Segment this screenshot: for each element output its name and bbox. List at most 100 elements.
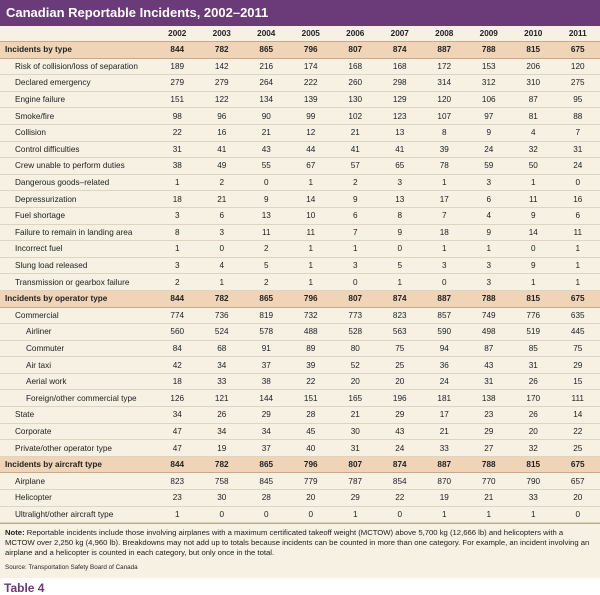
cell-value: 790 [511, 473, 556, 490]
cell-value: 47 [155, 423, 200, 440]
cell-value: 675 [556, 456, 600, 473]
cell-value: 3 [467, 274, 512, 291]
cell-value: 216 [244, 58, 289, 75]
cell-value: 168 [333, 58, 378, 75]
header-row: 2002 2003 2004 2005 2006 2007 2008 2009 … [0, 26, 600, 42]
cell-value: 11 [511, 191, 556, 208]
cell-value: 13 [378, 191, 423, 208]
cell-value: 174 [289, 58, 334, 75]
cell-value: 37 [244, 440, 289, 457]
cell-value: 2 [200, 174, 245, 191]
cell-value: 41 [200, 141, 245, 158]
cell-value: 874 [378, 42, 423, 59]
cell-value: 3 [378, 174, 423, 191]
cell-value: 844 [155, 42, 200, 59]
cell-value: 65 [378, 158, 423, 175]
cell-value: 0 [200, 506, 245, 523]
cell-value: 445 [556, 324, 600, 341]
cell-value: 488 [289, 324, 334, 341]
cell-value: 172 [422, 58, 467, 75]
cell-value: 312 [467, 75, 512, 92]
row-label: Private/other operator type [0, 440, 155, 457]
cell-value: 819 [244, 307, 289, 324]
cell-value: 14 [289, 191, 334, 208]
cell-value: 26 [511, 373, 556, 390]
cell-value: 0 [289, 506, 334, 523]
row-label: Commuter [0, 340, 155, 357]
cell-value: 1 [155, 241, 200, 258]
note-text: Reportable incidents include those invol… [5, 528, 589, 557]
cell-value: 3 [155, 257, 200, 274]
row-label: Air taxi [0, 357, 155, 374]
cell-value: 36 [422, 357, 467, 374]
cell-value: 47 [155, 440, 200, 457]
cell-value: 78 [422, 158, 467, 175]
cell-value: 1 [511, 174, 556, 191]
cell-value: 94 [422, 340, 467, 357]
cell-value: 3 [333, 257, 378, 274]
row-label: Incidents by type [0, 42, 155, 59]
cell-value: 6 [556, 207, 600, 224]
cell-value: 1 [378, 274, 423, 291]
cell-value: 563 [378, 324, 423, 341]
row-label: Fuel shortage [0, 207, 155, 224]
cell-value: 40 [289, 440, 334, 457]
cell-value: 19 [200, 440, 245, 457]
cell-value: 9 [511, 207, 556, 224]
cell-value: 782 [200, 456, 245, 473]
cell-value: 67 [289, 158, 334, 175]
cell-value: 28 [289, 407, 334, 424]
cell-value: 49 [200, 158, 245, 175]
cell-value: 129 [378, 91, 423, 108]
cell-value: 519 [511, 324, 556, 341]
cell-value: 34 [200, 357, 245, 374]
cell-value: 20 [333, 373, 378, 390]
cell-value: 1 [556, 257, 600, 274]
row-label: Collision [0, 124, 155, 141]
cell-value: 17 [422, 191, 467, 208]
cell-value: 0 [244, 506, 289, 523]
cell-value: 153 [467, 58, 512, 75]
cell-value: 773 [333, 307, 378, 324]
year-header: 2009 [467, 26, 512, 42]
cell-value: 29 [378, 407, 423, 424]
cell-value: 20 [378, 373, 423, 390]
cell-value: 19 [422, 490, 467, 507]
cell-value: 787 [333, 473, 378, 490]
cell-value: 6 [333, 207, 378, 224]
cell-value: 865 [244, 456, 289, 473]
cell-value: 55 [244, 158, 289, 175]
cell-value: 2 [155, 274, 200, 291]
cell-value: 14 [556, 407, 600, 424]
row-label: Incidents by operator type [0, 290, 155, 307]
cell-value: 815 [511, 42, 556, 59]
cell-value: 736 [200, 307, 245, 324]
cell-value: 788 [467, 290, 512, 307]
cell-value: 8 [422, 124, 467, 141]
cell-value: 749 [467, 307, 512, 324]
cell-value: 107 [422, 108, 467, 125]
cell-value: 85 [511, 340, 556, 357]
cell-value: 275 [556, 75, 600, 92]
cell-value: 675 [556, 42, 600, 59]
cell-value: 38 [244, 373, 289, 390]
cell-value: 1 [467, 506, 512, 523]
cell-value: 37 [244, 357, 289, 374]
cell-value: 31 [511, 357, 556, 374]
year-header: 2010 [511, 26, 556, 42]
cell-value: 1 [422, 506, 467, 523]
cell-value: 3 [200, 224, 245, 241]
cell-value: 16 [556, 191, 600, 208]
cell-value: 22 [289, 373, 334, 390]
cell-value: 1 [155, 174, 200, 191]
cell-value: 151 [289, 390, 334, 407]
